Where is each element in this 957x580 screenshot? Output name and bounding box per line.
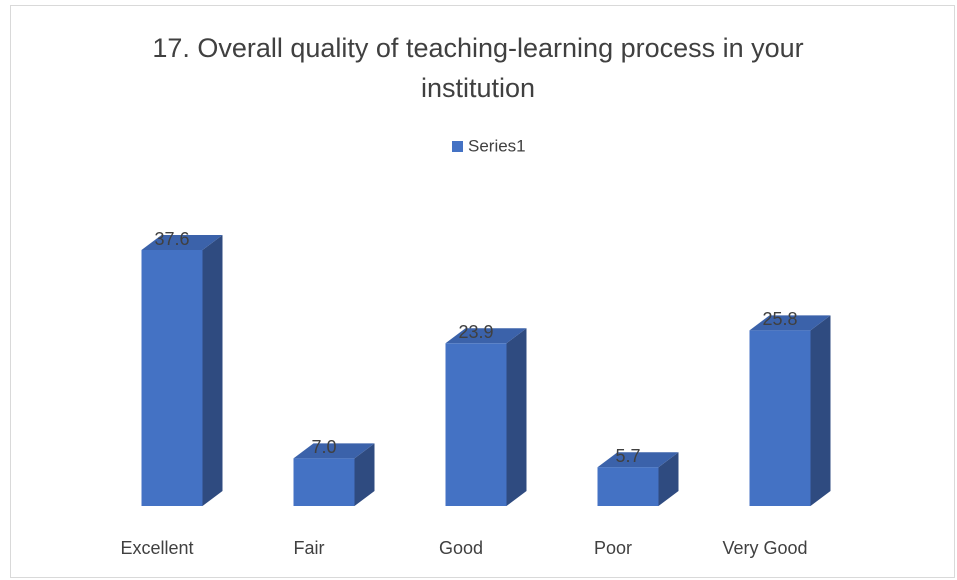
data-label: 7.0 xyxy=(311,437,336,457)
legend-label: Series1 xyxy=(468,136,526,155)
bar xyxy=(445,343,507,506)
bar-top xyxy=(293,443,375,459)
bar-top xyxy=(141,235,223,250)
bar-side xyxy=(354,443,375,506)
bar xyxy=(749,330,811,506)
bar xyxy=(141,250,203,506)
chart-title: 17. Overall quality of teaching-learning… xyxy=(152,33,804,103)
data-label: 25.8 xyxy=(762,309,797,329)
chart-frame xyxy=(10,5,955,578)
data-label: 37.6 xyxy=(154,229,189,249)
x-tick-label: Poor xyxy=(594,538,632,558)
x-tick-label: Excellent xyxy=(120,538,193,558)
bar xyxy=(597,467,659,506)
bar-side xyxy=(658,452,679,506)
bar xyxy=(293,458,355,506)
x-tick-label: Good xyxy=(439,538,483,558)
bar-side xyxy=(810,315,831,506)
bar-side xyxy=(202,235,223,506)
bar-side xyxy=(506,328,527,506)
data-label: 23.9 xyxy=(458,322,493,342)
x-tick-label: Very Good xyxy=(722,538,807,558)
data-label: 5.7 xyxy=(615,446,640,466)
x-tick-label: Fair xyxy=(294,538,325,558)
bar-top xyxy=(749,315,831,331)
legend-swatch xyxy=(452,141,463,152)
bar-top xyxy=(445,328,527,344)
bar-top xyxy=(597,452,679,468)
